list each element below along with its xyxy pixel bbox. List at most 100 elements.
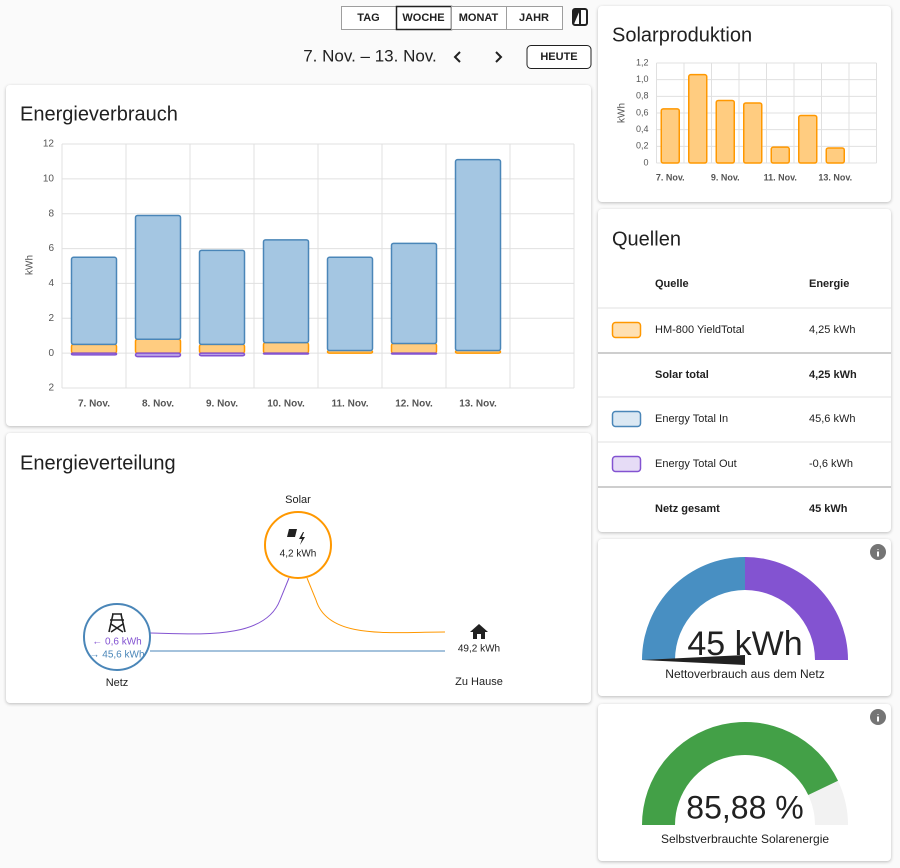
source-energy: 45 kWh (809, 503, 848, 515)
info-icon[interactable] (870, 544, 886, 560)
bar (198, 343, 246, 354)
y-tick-label: 10 (43, 173, 55, 184)
sources-title: Quellen (612, 228, 681, 250)
period-button[interactable]: JAHR (506, 6, 563, 30)
bar (198, 352, 246, 357)
bar (743, 102, 763, 164)
y-tick-label: 2 (48, 383, 54, 394)
gauge-value: 45 kWh (687, 625, 802, 663)
legend-swatch (611, 455, 642, 473)
source-energy: 4,25 kWh (809, 369, 857, 381)
y-tick-label: 0,2 (636, 141, 649, 151)
solar-icon (287, 529, 305, 545)
solar-label: Solar (285, 494, 311, 506)
source-energy: 4,25 kWh (809, 324, 855, 336)
x-tick-label: 11. Nov. (331, 399, 368, 410)
grid-label: Netz (106, 677, 129, 689)
consumption-chart: 12 10 8 6 4 2 0 2 7. Nov. 8. Nov. 9. Nov. 10. Nov. 1… (43, 139, 575, 410)
legend-swatch (611, 321, 642, 339)
today-button[interactable]: HEUTE (526, 45, 592, 69)
y-tick-label: 0,6 (636, 107, 649, 117)
bar (798, 114, 818, 164)
solar-node (264, 511, 332, 579)
gauge-value: 85,88 % (686, 789, 803, 825)
consumption-title: Energieverbrauch (20, 103, 178, 125)
bar (198, 249, 246, 346)
source-name: Energy Total Out (655, 458, 737, 470)
gauge-label: Nettoverbrauch aus dem Netz (665, 667, 824, 681)
home-value: 49,2 kWh (458, 644, 500, 655)
bar (262, 239, 310, 344)
column-header: Energie (809, 278, 849, 290)
y-tick-label: 2 (48, 313, 54, 324)
grid-out: ← 0,6 kWh (92, 637, 141, 648)
button-label: WOCHE (402, 12, 444, 24)
source-energy: 45,6 kWh (809, 413, 855, 425)
y-tick-label: 0,4 (636, 124, 649, 134)
solar-title: Solarproduktion (612, 24, 752, 46)
toolbar: TAG WOCHE MONAT JAHR (341, 5, 563, 31)
column-header: Quelle (655, 278, 689, 290)
bar (70, 343, 118, 354)
bar (326, 256, 374, 352)
bar (70, 352, 118, 356)
y-tick-label: 4 (48, 278, 54, 289)
source-name: Netz gesamt (655, 503, 720, 515)
x-tick-label: 8. Nov. (142, 399, 174, 410)
source-energy: -0,6 kWh (809, 458, 853, 470)
source-name: Solar total (655, 369, 709, 381)
info-icon[interactable] (870, 709, 886, 725)
solar-value: 4,2 kWh (280, 549, 317, 560)
prev-button[interactable] (453, 51, 461, 63)
source-name: HM-800 YieldTotal (655, 324, 744, 336)
y-tick-label: 8 (48, 208, 54, 219)
y-tick-label: 1,2 (636, 57, 649, 67)
flow-lines (149, 577, 446, 652)
y-tick-label: 0,8 (636, 91, 649, 101)
gauge-label: Selbstverbrauchte Solarenergie (661, 832, 829, 846)
gauge-fill (642, 722, 839, 825)
button-label: TAG (357, 12, 379, 24)
sources-card (598, 209, 891, 532)
grid-icon (108, 613, 126, 633)
bar (134, 214, 182, 340)
bar (390, 342, 438, 354)
y-tick-label: 0 (48, 348, 54, 359)
grid-in: → 45,6 kWh (89, 650, 144, 661)
y-tick-label: 1,0 (636, 74, 649, 84)
home-label: Zu Hause (455, 676, 503, 688)
self-gauge (642, 722, 848, 825)
button-frame (506, 6, 563, 30)
y-tick-label: 12 (43, 139, 55, 150)
period-button[interactable]: WOCHE (395, 5, 453, 31)
x-tick-label: 9. Nov. (711, 172, 740, 182)
bar (262, 341, 310, 354)
bar (390, 352, 438, 355)
x-tick-label: 12. Nov. (395, 399, 433, 410)
bar (688, 73, 708, 164)
x-tick-label: 13. Nov. (459, 399, 497, 410)
button-label: MONAT (459, 12, 499, 24)
bar (715, 99, 735, 164)
source-name: Energy Total In (655, 413, 728, 425)
period-button[interactable]: MONAT (451, 6, 507, 30)
legend-swatch (611, 410, 642, 428)
bar (262, 352, 310, 355)
x-tick-label: 13. Nov. (818, 172, 852, 182)
x-tick-label: 10. Nov. (267, 399, 305, 410)
button-label: JAHR (519, 12, 549, 24)
bar (454, 158, 502, 352)
date-range: 7. Nov. – 13. Nov. (303, 46, 437, 65)
next-button[interactable] (495, 51, 503, 63)
period-button[interactable]: TAG (341, 6, 397, 30)
solar-chart: 0 0,2 0,4 0,6 0,8 1,0 1,2 7. Nov. 9. Nov. 11. Nov… (636, 57, 877, 182)
distribution-title: Energieverteilung (20, 452, 176, 474)
x-tick-label: 7. Nov. (78, 399, 110, 410)
bar (770, 146, 790, 164)
bar (134, 352, 182, 358)
y-axis-label: kWh (25, 255, 36, 275)
compare-icon[interactable] (572, 8, 588, 26)
x-tick-label: 7. Nov. (656, 172, 685, 182)
